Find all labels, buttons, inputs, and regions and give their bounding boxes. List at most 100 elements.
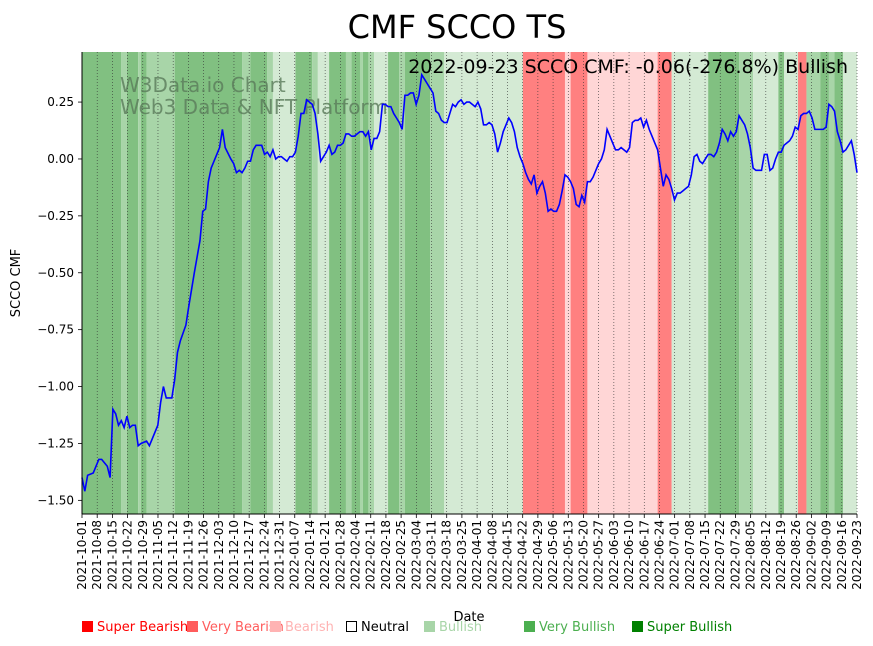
signal-band bbox=[250, 52, 268, 514]
x-tick-label: 2022-09-09 bbox=[820, 520, 834, 590]
y-tick-label: 0.25 bbox=[47, 95, 74, 109]
x-tick-label: 2022-04-01 bbox=[470, 520, 484, 590]
signal-band bbox=[138, 52, 141, 514]
latest-value-annotation: 2022-09-23 SCCO CMF: -0.06(-276.8%) Bull… bbox=[408, 56, 848, 78]
signal-band bbox=[126, 52, 139, 514]
y-tick-label: −0.50 bbox=[37, 266, 74, 280]
x-tick-label: 2021-12-10 bbox=[227, 520, 241, 590]
signal-band bbox=[820, 52, 829, 514]
signal-band bbox=[739, 52, 754, 514]
x-tick-label: 2022-02-25 bbox=[394, 520, 408, 590]
y-tick-label: −1.00 bbox=[37, 380, 74, 394]
x-axis-ticks: 2021-10-01 2021-10-08 2021-10-15 2021-10-22… bbox=[75, 514, 864, 590]
signal-band bbox=[806, 52, 821, 514]
signal-band bbox=[272, 52, 296, 514]
x-tick-label: 2021-12-24 bbox=[257, 520, 271, 590]
legend-item-bullish: Bullish bbox=[424, 620, 482, 635]
watermark-line-2: Web3 Data & NFT Platform bbox=[120, 95, 388, 119]
x-tick-label: 2022-04-29 bbox=[531, 520, 545, 590]
x-tick-label: 2022-07-22 bbox=[713, 520, 727, 590]
x-tick-label: 2022-08-26 bbox=[789, 520, 803, 590]
signal-band bbox=[834, 52, 843, 514]
x-tick-label: 2022-05-20 bbox=[576, 520, 590, 590]
signal-band bbox=[828, 52, 835, 514]
x-tick-label: 2022-09-16 bbox=[835, 520, 849, 590]
signal-bands bbox=[82, 52, 857, 514]
signal-band bbox=[82, 52, 122, 514]
y-tick-label: 0.00 bbox=[47, 152, 74, 166]
legend-item-super-bullish: Super Bullish bbox=[632, 620, 732, 635]
x-tick-label: 2022-03-04 bbox=[409, 520, 423, 590]
signal-band bbox=[368, 52, 375, 514]
y-tick-label: −0.25 bbox=[37, 209, 74, 223]
y-tick-label: −0.75 bbox=[37, 323, 74, 337]
x-tick-label: 2021-12-31 bbox=[273, 520, 287, 590]
x-tick-label: 2022-08-05 bbox=[744, 520, 758, 590]
x-tick-label: 2021-11-12 bbox=[166, 520, 180, 590]
signal-band bbox=[345, 52, 352, 514]
legend-item-super-bearish: Super Bearish bbox=[82, 620, 188, 635]
signal-band bbox=[522, 52, 565, 514]
signal-band bbox=[140, 52, 147, 514]
x-tick-label: 2021-10-29 bbox=[136, 520, 150, 590]
x-tick-label: 2021-10-01 bbox=[75, 520, 89, 590]
axes bbox=[81, 52, 857, 515]
x-tick-label: 2022-01-07 bbox=[288, 520, 302, 590]
x-tick-label: 2021-12-03 bbox=[212, 520, 226, 590]
x-tick-label: 2022-07-29 bbox=[728, 520, 742, 590]
signal-band bbox=[146, 52, 175, 514]
legend-swatch bbox=[270, 621, 281, 632]
x-tick-label: 2022-07-08 bbox=[683, 520, 697, 590]
cmf-series-line bbox=[81, 72, 858, 492]
x-tick-label: 2022-01-21 bbox=[318, 520, 332, 590]
chart-title: CMF SCCO TS bbox=[348, 8, 567, 46]
x-tick-label: 2022-08-12 bbox=[759, 520, 773, 590]
signal-band bbox=[399, 52, 405, 514]
x-tick-label: 2021-10-08 bbox=[90, 520, 104, 590]
x-tick-label: 2022-09-02 bbox=[804, 520, 818, 590]
signal-band bbox=[388, 52, 400, 514]
signal-band bbox=[295, 52, 313, 514]
x-tick-label: 2022-04-22 bbox=[516, 520, 530, 590]
signal-band bbox=[570, 52, 588, 514]
legend-swatch bbox=[346, 621, 357, 632]
signal-band bbox=[267, 52, 273, 514]
signal-band bbox=[174, 52, 243, 514]
legend-label: Super Bearish bbox=[97, 620, 189, 635]
x-tick-label: 2022-03-25 bbox=[455, 520, 469, 590]
x-tick-label: 2022-01-28 bbox=[333, 520, 347, 590]
signal-band bbox=[430, 52, 445, 514]
x-tick-label: 2022-08-19 bbox=[774, 520, 788, 590]
legend-label: Bullish bbox=[439, 620, 483, 635]
x-tick-label: 2022-06-17 bbox=[637, 520, 651, 590]
x-tick-label: 2022-06-03 bbox=[607, 520, 621, 590]
x-tick-label: 2022-05-06 bbox=[546, 520, 560, 590]
y-tick-label: −1.50 bbox=[37, 493, 74, 507]
signal-band bbox=[317, 52, 330, 514]
y-axis-ticks: 0.25 0.00 −0.25 −0.50 −0.75 −1.00 −1.25 −1.50 bbox=[37, 95, 82, 507]
signal-band bbox=[359, 52, 363, 514]
legend-label: Very Bullish bbox=[539, 620, 616, 635]
x-tick-label: 2022-06-24 bbox=[652, 520, 666, 590]
signal-band bbox=[329, 52, 346, 514]
x-tick-label: 2022-02-04 bbox=[349, 520, 363, 590]
x-tick-label: 2021-11-19 bbox=[181, 520, 195, 590]
signal-band bbox=[404, 52, 431, 514]
signal-band bbox=[564, 52, 571, 514]
x-tick-label: 2022-02-18 bbox=[379, 520, 393, 590]
signal-band bbox=[798, 52, 807, 514]
legend-swatch bbox=[424, 621, 435, 632]
legend-label: Very Bearish bbox=[202, 620, 284, 635]
signal-band bbox=[312, 52, 318, 514]
y-tick-label: −1.25 bbox=[37, 436, 74, 450]
x-tick-label: 2022-02-11 bbox=[364, 520, 378, 590]
legend-item-bearish: Bearish bbox=[270, 620, 334, 635]
signal-band bbox=[242, 52, 251, 514]
x-tick-label: 2022-07-15 bbox=[698, 520, 712, 590]
x-tick-label: 2022-03-18 bbox=[440, 520, 454, 590]
legend-swatch bbox=[524, 621, 535, 632]
x-axis-label: Date bbox=[453, 610, 484, 625]
x-tick-label: 2021-11-05 bbox=[151, 520, 165, 590]
signal-band bbox=[374, 52, 389, 514]
